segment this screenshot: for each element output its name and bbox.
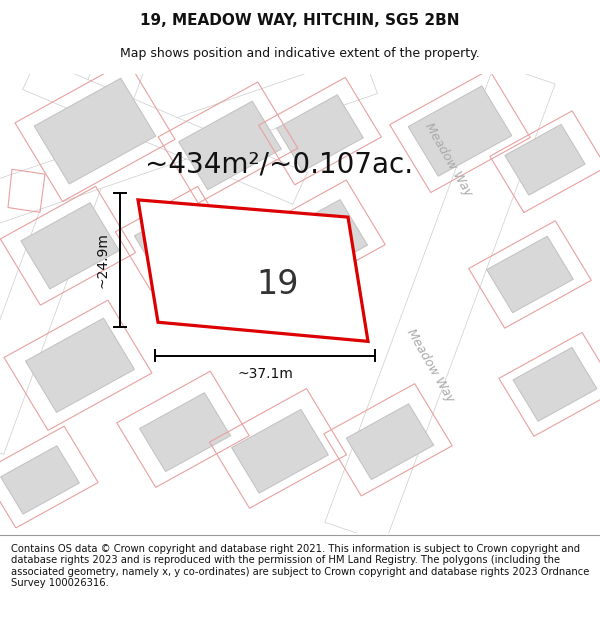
Polygon shape bbox=[34, 78, 156, 184]
Polygon shape bbox=[0, 54, 377, 228]
Polygon shape bbox=[513, 348, 597, 421]
Polygon shape bbox=[26, 318, 134, 412]
Text: Meadow Way: Meadow Way bbox=[422, 121, 474, 199]
Polygon shape bbox=[272, 199, 368, 282]
Text: Contains OS data © Crown copyright and database right 2021. This information is : Contains OS data © Crown copyright and d… bbox=[11, 544, 589, 588]
Polygon shape bbox=[487, 236, 574, 312]
Polygon shape bbox=[21, 202, 119, 289]
Polygon shape bbox=[232, 409, 328, 493]
Text: ~24.9m: ~24.9m bbox=[96, 232, 110, 288]
Text: 19, MEADOW WAY, HITCHIN, SG5 2BN: 19, MEADOW WAY, HITCHIN, SG5 2BN bbox=[140, 13, 460, 28]
Polygon shape bbox=[140, 392, 230, 472]
Polygon shape bbox=[134, 205, 215, 278]
Polygon shape bbox=[0, 56, 143, 454]
Polygon shape bbox=[346, 404, 434, 479]
Text: ~434m²/~0.107ac.: ~434m²/~0.107ac. bbox=[145, 151, 413, 179]
Polygon shape bbox=[138, 200, 368, 341]
Polygon shape bbox=[179, 101, 281, 190]
Text: 19: 19 bbox=[257, 268, 299, 301]
Text: ~37.1m: ~37.1m bbox=[237, 367, 293, 381]
Text: Meadow Way: Meadow Way bbox=[404, 326, 456, 404]
Polygon shape bbox=[325, 64, 555, 542]
Text: Map shows position and indicative extent of the property.: Map shows position and indicative extent… bbox=[120, 47, 480, 59]
Polygon shape bbox=[23, 58, 307, 204]
Polygon shape bbox=[408, 86, 512, 176]
Polygon shape bbox=[1, 446, 79, 514]
Polygon shape bbox=[277, 95, 364, 171]
Polygon shape bbox=[505, 124, 585, 195]
